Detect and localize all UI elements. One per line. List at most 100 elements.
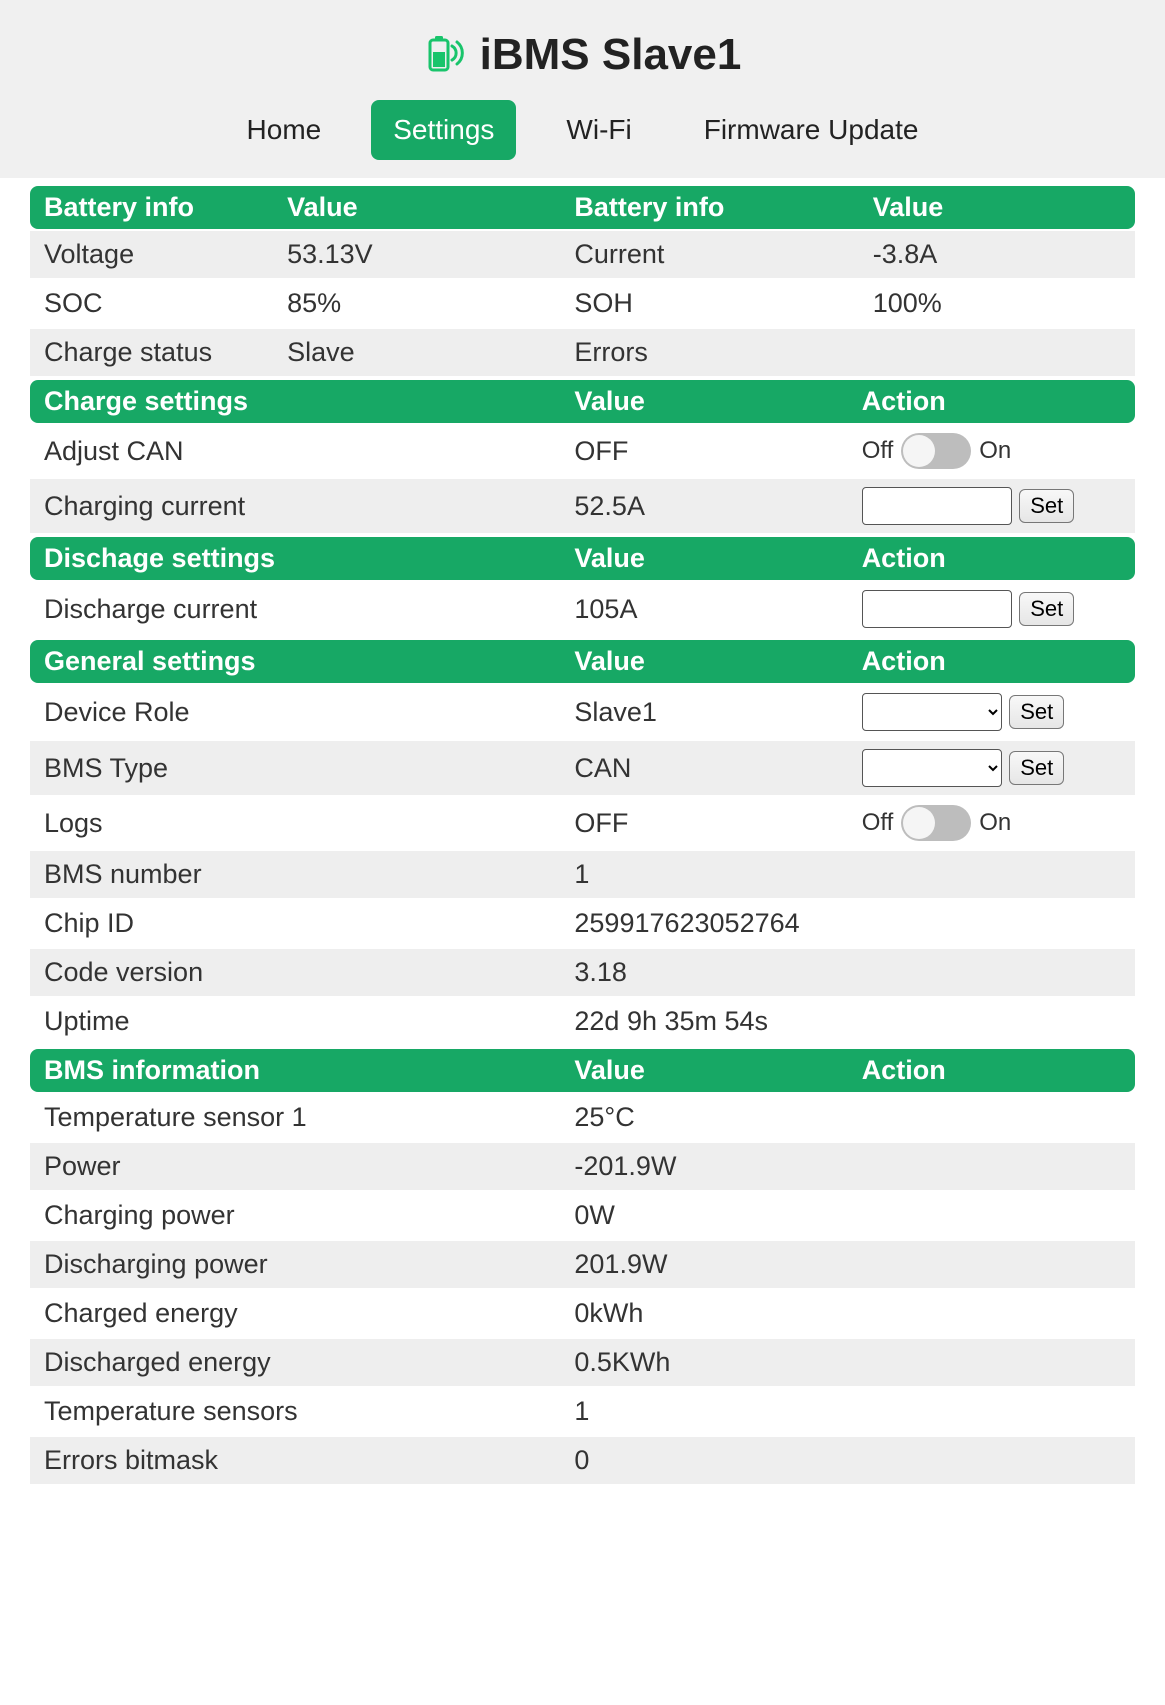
device-role-set-button[interactable]: Set <box>1009 695 1064 729</box>
bms-type-set-button[interactable]: Set <box>1009 751 1064 785</box>
cell-label: SOH <box>560 280 858 327</box>
cell-value: Slave <box>273 329 560 376</box>
cell-action <box>848 1192 1135 1239</box>
th-value-1: Value <box>273 186 560 229</box>
nav-settings[interactable]: Settings <box>371 100 516 160</box>
toggle-off-label: Off <box>862 437 894 465</box>
table-row: Temperature sensor 1 25°C <box>30 1094 1135 1141</box>
cell-value: 0kWh <box>560 1290 847 1337</box>
cell-value: 3.18 <box>560 949 847 996</box>
th-discharge-settings: Dischage settings <box>30 537 560 580</box>
cell-label: Charging current <box>30 479 560 533</box>
th-value-2: Value <box>859 186 1135 229</box>
th-value: Value <box>560 640 847 683</box>
nav-wifi[interactable]: Wi-Fi <box>544 100 653 160</box>
table-row: BMS Type CAN Set <box>30 741 1135 795</box>
cell-label: Adjust CAN <box>30 425 560 477</box>
general-settings-table: General settings Value Action Device Rol… <box>30 638 1135 1047</box>
cell-label: Power <box>30 1143 560 1190</box>
discharge-current-input[interactable] <box>862 590 1012 628</box>
cell-value: 53.13V <box>273 231 560 278</box>
bms-information-table: BMS information Value Action Temperature… <box>30 1047 1135 1486</box>
charging-current-set-button[interactable]: Set <box>1019 489 1074 523</box>
table-row: Device Role Slave1 Set <box>30 685 1135 739</box>
table-row: Temperature sensors 1 <box>30 1388 1135 1435</box>
cell-label: Chip ID <box>30 900 560 947</box>
cell-label: Charge status <box>30 329 273 376</box>
th-action: Action <box>848 380 1135 423</box>
toggle-on-label: On <box>979 809 1011 837</box>
cell-label: Discharge current <box>30 582 560 636</box>
table-row: Logs OFF Off On <box>30 797 1135 849</box>
cell-action <box>848 998 1135 1045</box>
cell-action: Set <box>848 685 1135 739</box>
cell-value: 259917623052764 <box>560 900 847 947</box>
nav-firmware[interactable]: Firmware Update <box>682 100 941 160</box>
cell-value <box>859 329 1135 376</box>
cell-label: Discharged energy <box>30 1339 560 1386</box>
toggle-on-label: On <box>979 437 1011 465</box>
cell-action: Set <box>848 741 1135 795</box>
discharge-current-set-button[interactable]: Set <box>1019 592 1074 626</box>
table-row: Discharge current 105A Set <box>30 582 1135 636</box>
cell-value: OFF <box>560 425 847 477</box>
cell-label: Current <box>560 231 858 278</box>
toggle-off-label: Off <box>862 809 894 837</box>
battery-info-table: Battery info Value Battery info Value Vo… <box>30 184 1135 378</box>
cell-label: Errors <box>560 329 858 376</box>
table-row: Uptime 22d 9h 35m 54s <box>30 998 1135 1045</box>
cell-action: Off On <box>848 797 1135 849</box>
adjust-can-toggle[interactable] <box>901 433 971 469</box>
table-row: Voltage 53.13V Current -3.8A <box>30 231 1135 278</box>
cell-value: 0.5KWh <box>560 1339 847 1386</box>
nav: Home Settings Wi-Fi Firmware Update <box>0 100 1165 160</box>
th-value: Value <box>560 537 847 580</box>
cell-value: OFF <box>560 797 847 849</box>
th-action: Action <box>848 1049 1135 1092</box>
cell-label: Uptime <box>30 998 560 1045</box>
cell-value: 0W <box>560 1192 847 1239</box>
th-action: Action <box>848 640 1135 683</box>
th-value: Value <box>560 380 847 423</box>
cell-action <box>848 1339 1135 1386</box>
cell-label: Temperature sensors <box>30 1388 560 1435</box>
cell-label: Device Role <box>30 685 560 739</box>
cell-label: Discharging power <box>30 1241 560 1288</box>
charging-current-input[interactable] <box>862 487 1012 525</box>
cell-action <box>848 851 1135 898</box>
nav-home[interactable]: Home <box>225 100 344 160</box>
cell-label: Code version <box>30 949 560 996</box>
charge-settings-table: Charge settings Value Action Adjust CAN … <box>30 378 1135 535</box>
th-general-settings: General settings <box>30 640 560 683</box>
bms-type-select[interactable] <box>862 749 1002 787</box>
battery-icon <box>424 32 466 79</box>
table-row: Code version 3.18 <box>30 949 1135 996</box>
logs-toggle[interactable] <box>901 805 971 841</box>
table-row: Charging power 0W <box>30 1192 1135 1239</box>
table-row: Errors bitmask 0 <box>30 1437 1135 1484</box>
th-bms-information: BMS information <box>30 1049 560 1092</box>
cell-action <box>848 900 1135 947</box>
th-action: Action <box>848 537 1135 580</box>
th-value: Value <box>560 1049 847 1092</box>
cell-action <box>848 1241 1135 1288</box>
cell-value: -201.9W <box>560 1143 847 1190</box>
table-row: Charged energy 0kWh <box>30 1290 1135 1337</box>
cell-label: BMS number <box>30 851 560 898</box>
page-title: iBMS Slave1 <box>480 30 742 80</box>
cell-label: Errors bitmask <box>30 1437 560 1484</box>
cell-action <box>848 1437 1135 1484</box>
cell-label: SOC <box>30 280 273 327</box>
cell-value: 1 <box>560 851 847 898</box>
topbar: iBMS Slave1 Home Settings Wi-Fi Firmware… <box>0 0 1165 178</box>
device-role-select[interactable] <box>862 693 1002 731</box>
content: Battery info Value Battery info Value Vo… <box>0 178 1165 1516</box>
cell-label: Logs <box>30 797 560 849</box>
cell-value: 201.9W <box>560 1241 847 1288</box>
table-row: Charge status Slave Errors <box>30 329 1135 376</box>
cell-label: Voltage <box>30 231 273 278</box>
cell-action: Set <box>848 479 1135 533</box>
cell-value: 25°C <box>560 1094 847 1141</box>
cell-action: Set <box>848 582 1135 636</box>
cell-value: -3.8A <box>859 231 1135 278</box>
